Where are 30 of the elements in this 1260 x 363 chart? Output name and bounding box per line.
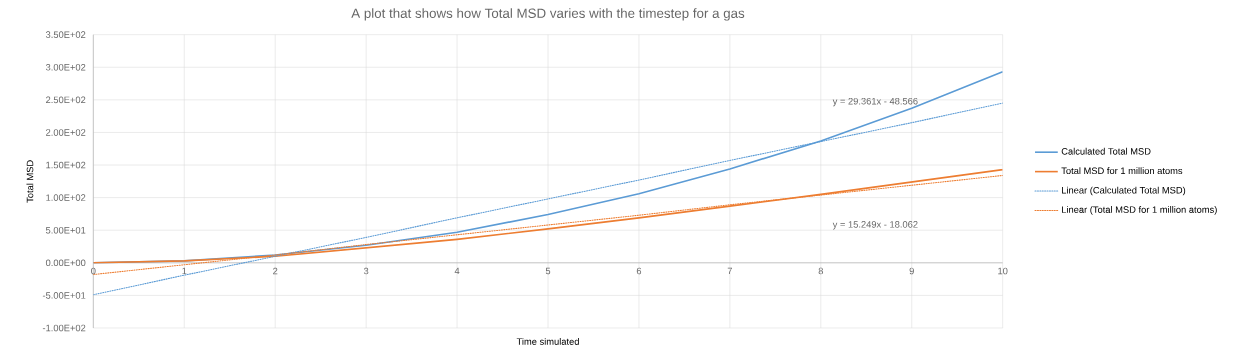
y-tick-label: 1.00E+02 <box>46 194 86 202</box>
y-tick-label: 3.50E+02 <box>45 31 86 39</box>
legend-label: Total MSD for 1 million atoms <box>1061 167 1183 175</box>
y-tick-label: 2.00E+02 <box>46 129 86 136</box>
legend-label: Linear (Total MSD for 1 million atoms) <box>1062 206 1217 215</box>
y-tick-label: -5.00E+01 <box>42 292 86 299</box>
annotation: y = 15.249x - 18.062 <box>832 221 918 230</box>
x-tick-label: 2 <box>273 267 278 275</box>
x-tick-label: 1 <box>182 267 187 275</box>
legend-label: Calculated Total MSD <box>1061 147 1151 155</box>
y-tick-label: -1.00E+02 <box>42 324 86 332</box>
x-tick-label: 10 <box>998 267 1008 275</box>
x-tick-label: 8 <box>818 267 823 275</box>
x-tick-label: 5 <box>545 267 551 275</box>
x-tick-label: 3 <box>363 267 369 275</box>
chart-title: A plot that shows how Total MSD varies with the timestep for a gas <box>351 8 745 21</box>
y-tick-label: 0.00E+00 <box>45 259 86 267</box>
y-tick-label: 1.50E+02 <box>46 161 86 169</box>
legend-label: Linear (Calculated Total MSD) <box>1062 186 1186 196</box>
annotation: y = 29.361x - 48.566 <box>832 98 918 107</box>
y-axis-title: Total MSD <box>26 160 34 203</box>
x-tick-label: 4 <box>454 267 460 275</box>
y-tick-label: 2.50E+02 <box>46 96 86 104</box>
x-tick-label: 9 <box>909 267 914 275</box>
y-tick-label: 5.00E+01 <box>45 227 86 234</box>
x-axis-title: Time simulated <box>516 338 579 346</box>
x-tick-label: 0 <box>91 267 96 275</box>
x-tick-label: 7 <box>727 267 732 275</box>
y-tick-label: 3.00E+02 <box>45 64 86 71</box>
x-tick-label: 6 <box>636 267 642 275</box>
